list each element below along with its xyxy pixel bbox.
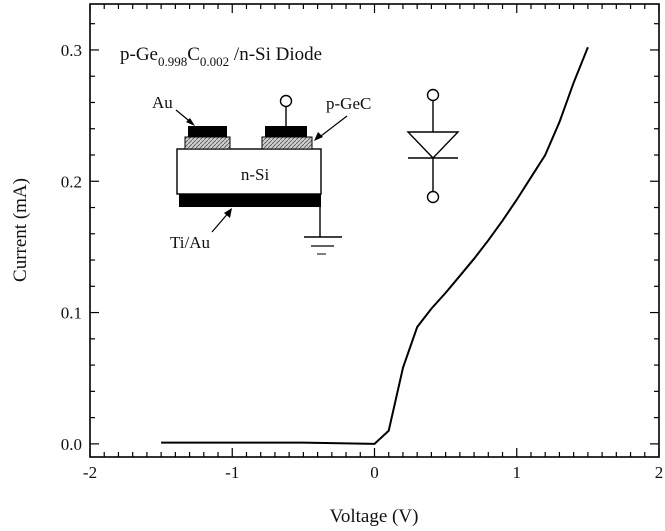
x-axis-label: Voltage (V) <box>330 506 419 527</box>
au-arrowhead <box>186 118 195 126</box>
y-tick-label: 0.0 <box>61 435 82 454</box>
top-terminal <box>279 94 293 108</box>
y-axis-label: Current (mA) <box>10 178 31 282</box>
diode-triangle <box>406 131 460 160</box>
inset-title-prefix: p-Ge <box>120 44 158 65</box>
diode-anode-terminal <box>426 88 440 102</box>
x-tick-label: 1 <box>513 463 522 482</box>
axis-tick-labels: -2 -1 0 1 2 0.0 0.1 0.2 0.3 <box>61 41 664 482</box>
p-gec-label: p-GeC <box>326 94 371 113</box>
y-tick-label: 0.3 <box>61 41 82 60</box>
inset-title-suffix: /n-Si Diode <box>229 44 322 65</box>
device-diagram: Au p-GeC n-Si Ti/Au <box>152 93 371 255</box>
series-points <box>160 46 589 445</box>
n-si-label: n-Si <box>241 165 270 184</box>
diode-cathode-terminal <box>426 190 440 204</box>
au-contact-left <box>188 126 227 137</box>
inset-title-sub1: 0.998 <box>158 54 187 69</box>
p-gec-arrow <box>316 115 348 140</box>
x-tick-label: 2 <box>655 463 664 482</box>
inset-title: p-Ge0.998C0.002 /n-Si Diode <box>120 44 322 69</box>
p-gec-arrowhead <box>314 132 323 141</box>
au-contact-right <box>265 126 307 137</box>
x-tick-label: -1 <box>225 463 239 482</box>
inset-title-mid: C <box>187 44 200 65</box>
plot-frame <box>89 3 660 458</box>
inset-title-sub2: 0.002 <box>200 54 229 69</box>
au-label: Au <box>152 93 173 112</box>
axis-ticks <box>89 4 660 457</box>
x-tick-label: -2 <box>83 463 97 482</box>
y-tick-label: 0.1 <box>61 304 82 323</box>
p-gec-layer-left <box>184 136 231 150</box>
diode-symbol <box>406 88 460 204</box>
series-line <box>161 46 589 445</box>
ti-au-back-contact <box>179 193 321 207</box>
x-tick-label: 0 <box>370 463 379 482</box>
p-gec-layer-right <box>261 136 313 150</box>
ti-au-label: Ti/Au <box>170 233 211 252</box>
n-si-substrate <box>176 148 322 195</box>
ti-au-arrowhead <box>224 208 232 218</box>
y-tick-label: 0.2 <box>61 172 82 191</box>
